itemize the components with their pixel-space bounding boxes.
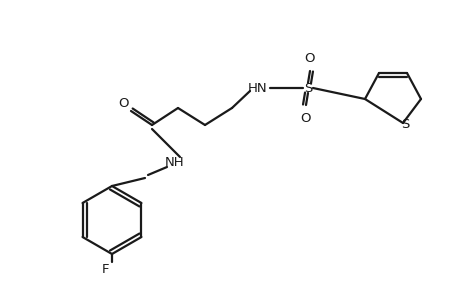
Text: O: O bbox=[300, 112, 311, 124]
Text: HN: HN bbox=[248, 82, 267, 94]
Text: NH: NH bbox=[165, 155, 185, 169]
Text: O: O bbox=[118, 97, 129, 110]
Text: O: O bbox=[304, 52, 314, 64]
Text: F: F bbox=[102, 263, 110, 277]
Text: S: S bbox=[400, 118, 409, 131]
Text: S: S bbox=[303, 82, 312, 94]
